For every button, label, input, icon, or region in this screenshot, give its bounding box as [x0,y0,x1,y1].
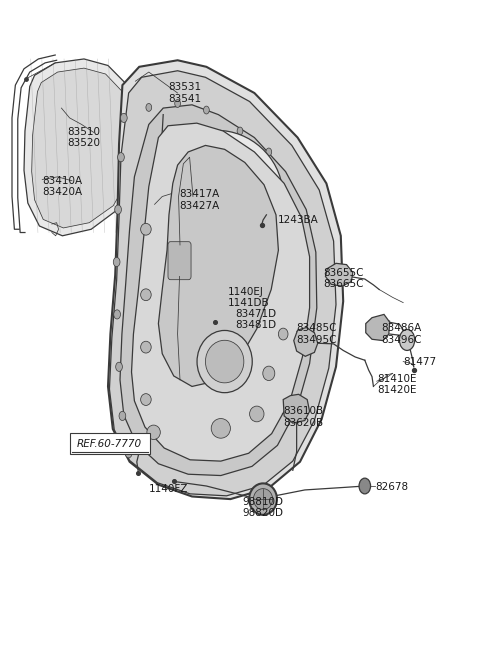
Circle shape [266,148,272,156]
Ellipse shape [141,289,151,301]
Polygon shape [109,71,336,496]
Polygon shape [325,263,353,286]
Text: 98810D
98820D: 98810D 98820D [242,497,284,518]
Text: REF.60-7770: REF.60-7770 [77,439,142,449]
Text: 1140FZ: 1140FZ [148,483,188,494]
Text: 83510
83520: 83510 83520 [68,127,100,148]
Circle shape [359,478,371,494]
Circle shape [175,100,180,107]
FancyBboxPatch shape [70,433,150,454]
Circle shape [399,329,415,350]
Ellipse shape [263,366,275,381]
Polygon shape [24,59,146,236]
Circle shape [237,127,243,135]
Point [134,468,142,478]
Point [410,365,418,375]
Circle shape [113,257,120,267]
Text: 83655C
83665C: 83655C 83665C [323,268,363,289]
Polygon shape [283,394,310,423]
Text: 81410E
81420E: 81410E 81420E [377,374,416,395]
Circle shape [120,113,127,122]
Text: 83610B
83620B: 83610B 83620B [283,407,324,428]
Ellipse shape [250,406,264,422]
Text: 83486A
83496C: 83486A 83496C [382,324,422,345]
Circle shape [204,106,209,114]
Ellipse shape [197,330,252,393]
Text: 83471D
83481D: 83471D 83481D [235,309,276,330]
Text: 81477: 81477 [403,357,436,367]
Point [170,476,178,487]
Circle shape [125,449,132,458]
Ellipse shape [141,341,151,353]
Circle shape [118,153,124,162]
Polygon shape [366,314,390,341]
Polygon shape [158,145,278,386]
Ellipse shape [141,394,151,405]
FancyBboxPatch shape [168,242,191,280]
Ellipse shape [164,130,283,250]
Polygon shape [294,328,318,356]
Polygon shape [32,68,137,228]
Text: 83417A
83427A: 83417A 83427A [179,189,219,210]
Point [258,220,265,231]
Ellipse shape [211,419,230,438]
Text: 1140EJ
1141DB: 1140EJ 1141DB [228,287,270,308]
Text: 83531
83541: 83531 83541 [168,83,202,103]
Ellipse shape [205,341,244,383]
Polygon shape [132,123,310,461]
Text: 83410A
83420A: 83410A 83420A [42,176,83,197]
Text: 83485C
83495C: 83485C 83495C [297,324,337,345]
Circle shape [146,103,152,111]
Circle shape [119,411,126,421]
Ellipse shape [253,489,273,510]
Ellipse shape [278,328,288,340]
Text: 1243BA: 1243BA [277,215,318,225]
Circle shape [116,362,122,371]
Ellipse shape [249,483,277,515]
Ellipse shape [147,425,160,440]
Ellipse shape [141,223,151,235]
Circle shape [114,310,120,319]
Polygon shape [108,60,343,499]
Polygon shape [120,105,317,476]
Text: 82678: 82678 [375,482,408,493]
Circle shape [115,205,121,214]
Point [23,73,30,84]
Point [211,317,219,328]
